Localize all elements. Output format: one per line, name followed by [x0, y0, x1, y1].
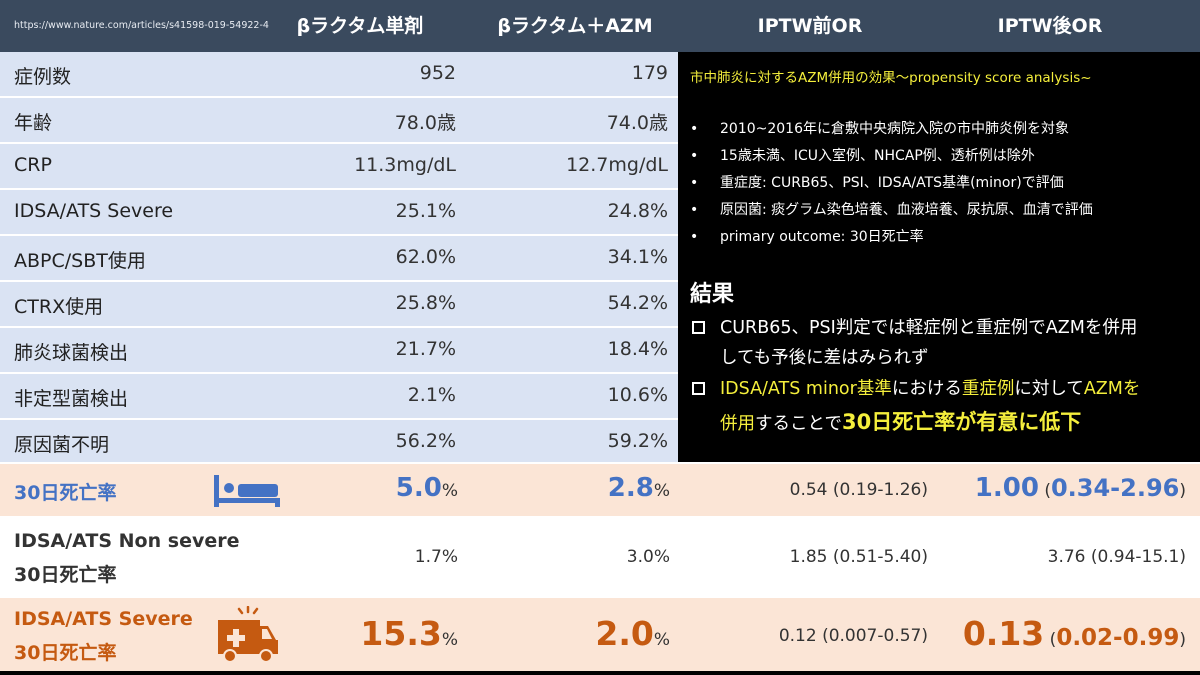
cases-mono: 952 [419, 62, 456, 84]
source-url: https://www.nature.com/articles/s41598-0… [14, 20, 269, 31]
outcome-label: 30日死亡率 [14, 482, 117, 504]
pct-sign: % [653, 630, 670, 650]
row-label-age: 年齢 [14, 112, 53, 134]
age-combo: 74.0歳 [606, 112, 668, 134]
atypical-combo: 10.6% [607, 384, 668, 406]
row-label-abpc-sbt: ABPC/SBT使用 [14, 250, 146, 272]
criteria-item: primary outcome: 30日死亡率 [690, 224, 1195, 251]
header-beta-lactam-azm: βラクタム＋AZM [497, 15, 653, 37]
non-severe-label-line-2: 30日死亡率 [14, 564, 117, 586]
hospital-bed-icon [214, 475, 280, 507]
checkbox-square-icon [692, 382, 705, 395]
ambulance-icon [218, 606, 278, 663]
result-1-line-1: CURB65、PSI判定では軽症例と重症例でAZMを併用 [720, 318, 1138, 338]
pct-sign: % [441, 481, 458, 501]
mortality-or-post: 1.00 (0.34-2.96) [974, 473, 1186, 503]
outcome-row-30day-mortality: 30日死亡率 5.0% 2.8% 0.54 (0.19-1.26) 1.00 (… [0, 464, 1200, 516]
crp-mono: 11.3mg/dL [354, 154, 456, 176]
table-header: https://www.nature.com/articles/s41598-0… [0, 0, 1200, 52]
header-or-post-iptw: IPTW後OR [997, 15, 1103, 37]
row-label-unknown-pathogen: 原因菌不明 [14, 434, 110, 456]
criteria-item: 原因菌: 痰グラム染色培養、血液培養、尿抗原、血清で評価 [690, 197, 1195, 224]
study-criteria-list: 2010~2016年に倉敷中央病院入院の市中肺炎例を対象 15歳未満、ICU入室… [690, 116, 1195, 251]
study-summary-box: 市中肺炎に対するAZM併用の効果〜propensity score analys… [678, 52, 1200, 462]
age-mono: 78.0歳 [394, 112, 456, 134]
criteria-item: 重症度: CURB65、PSI、IDSA/ATS基準(minor)で評価 [690, 170, 1195, 197]
abpc-sbt-combo: 34.1% [607, 246, 668, 268]
summary-title: 市中肺炎に対するAZM併用の効果〜propensity score analys… [690, 70, 1092, 86]
row-label-idsa-severe: IDSA/ATS Severe [14, 200, 174, 222]
non-severe-or-post: 3.76 (0.94-15.1) [1047, 547, 1186, 567]
severe-or-pre: 0.12 (0.007-0.57) [778, 626, 928, 646]
header-beta-lactam-mono: βラクタム単剤 [296, 15, 424, 37]
mortality-combo: 2.8 [607, 473, 654, 503]
row-label-pneumococcus: 肺炎球菌検出 [14, 342, 129, 364]
cases-combo: 179 [631, 62, 668, 84]
pct-sign: % [441, 630, 458, 650]
result-2-line-1: IDSA/ATS minor基準における重症例に対してAZMを [720, 379, 1141, 399]
pct-sign: % [653, 481, 670, 501]
outcome-row-severe: IDSA/ATS Severe 30日死亡率 15.3% 2.0% 0.12 (… [0, 598, 1200, 671]
unknown-pathogen-combo: 59.2% [607, 430, 668, 452]
row-label-cases: 症例数 [14, 66, 72, 88]
mortality-or-pre: 0.54 (0.19-1.26) [789, 480, 928, 500]
idsa-severe-mono: 25.1% [395, 200, 456, 222]
severe-label-line-1: IDSA/ATS Severe [14, 608, 193, 630]
criteria-item: 2010~2016年に倉敷中央病院入院の市中肺炎例を対象 [690, 116, 1195, 143]
pneumococcus-combo: 18.4% [607, 338, 668, 360]
pneumococcus-mono: 21.7% [395, 338, 456, 360]
non-severe-or-pre: 1.85 (0.51-5.40) [789, 547, 928, 567]
non-severe-combo: 3.0% [626, 547, 670, 567]
severe-mono: 15.3 [360, 614, 442, 653]
criteria-item: 15歳未満、ICU入室例、NHCAP例、透析例は除外 [690, 143, 1195, 170]
unknown-pathogen-mono: 56.2% [395, 430, 456, 452]
result-2-line-2: 併用することで30日死亡率が有意に低下 [720, 410, 1082, 434]
severe-combo: 2.0 [595, 614, 654, 653]
crp-combo: 12.7mg/dL [566, 154, 668, 176]
row-label-crp: CRP [14, 154, 52, 176]
ctrx-mono: 25.8% [395, 292, 456, 314]
mortality-mono: 5.0 [395, 473, 442, 503]
row-label-ctrx: CTRX使用 [14, 296, 104, 318]
bottom-border [0, 671, 1200, 675]
non-severe-mono: 1.7% [414, 547, 458, 567]
result-1-line-2: しても予後に差はみられず [720, 348, 929, 368]
severe-or-post: 0.13 (0.02-0.99) [962, 614, 1186, 653]
idsa-severe-combo: 24.8% [607, 200, 668, 222]
abpc-sbt-mono: 62.0% [395, 246, 456, 268]
checkbox-square-icon [692, 321, 705, 334]
header-or-pre-iptw: IPTW前OR [757, 15, 863, 37]
atypical-mono: 2.1% [407, 384, 456, 406]
baseline-table: 症例数 952 179 年齢 78.0歳 74.0歳 CRP 11.3mg/dL… [0, 52, 678, 462]
severe-label-line-2: 30日死亡率 [14, 642, 117, 664]
ctrx-combo: 54.2% [607, 292, 668, 314]
result-heading: 結果 [690, 282, 735, 307]
row-label-atypical: 非定型菌検出 [14, 388, 129, 410]
non-severe-label-line-1: IDSA/ATS Non severe [14, 530, 240, 552]
outcome-row-non-severe: IDSA/ATS Non severe 30日死亡率 1.7% 3.0% 1.8… [0, 518, 1200, 596]
